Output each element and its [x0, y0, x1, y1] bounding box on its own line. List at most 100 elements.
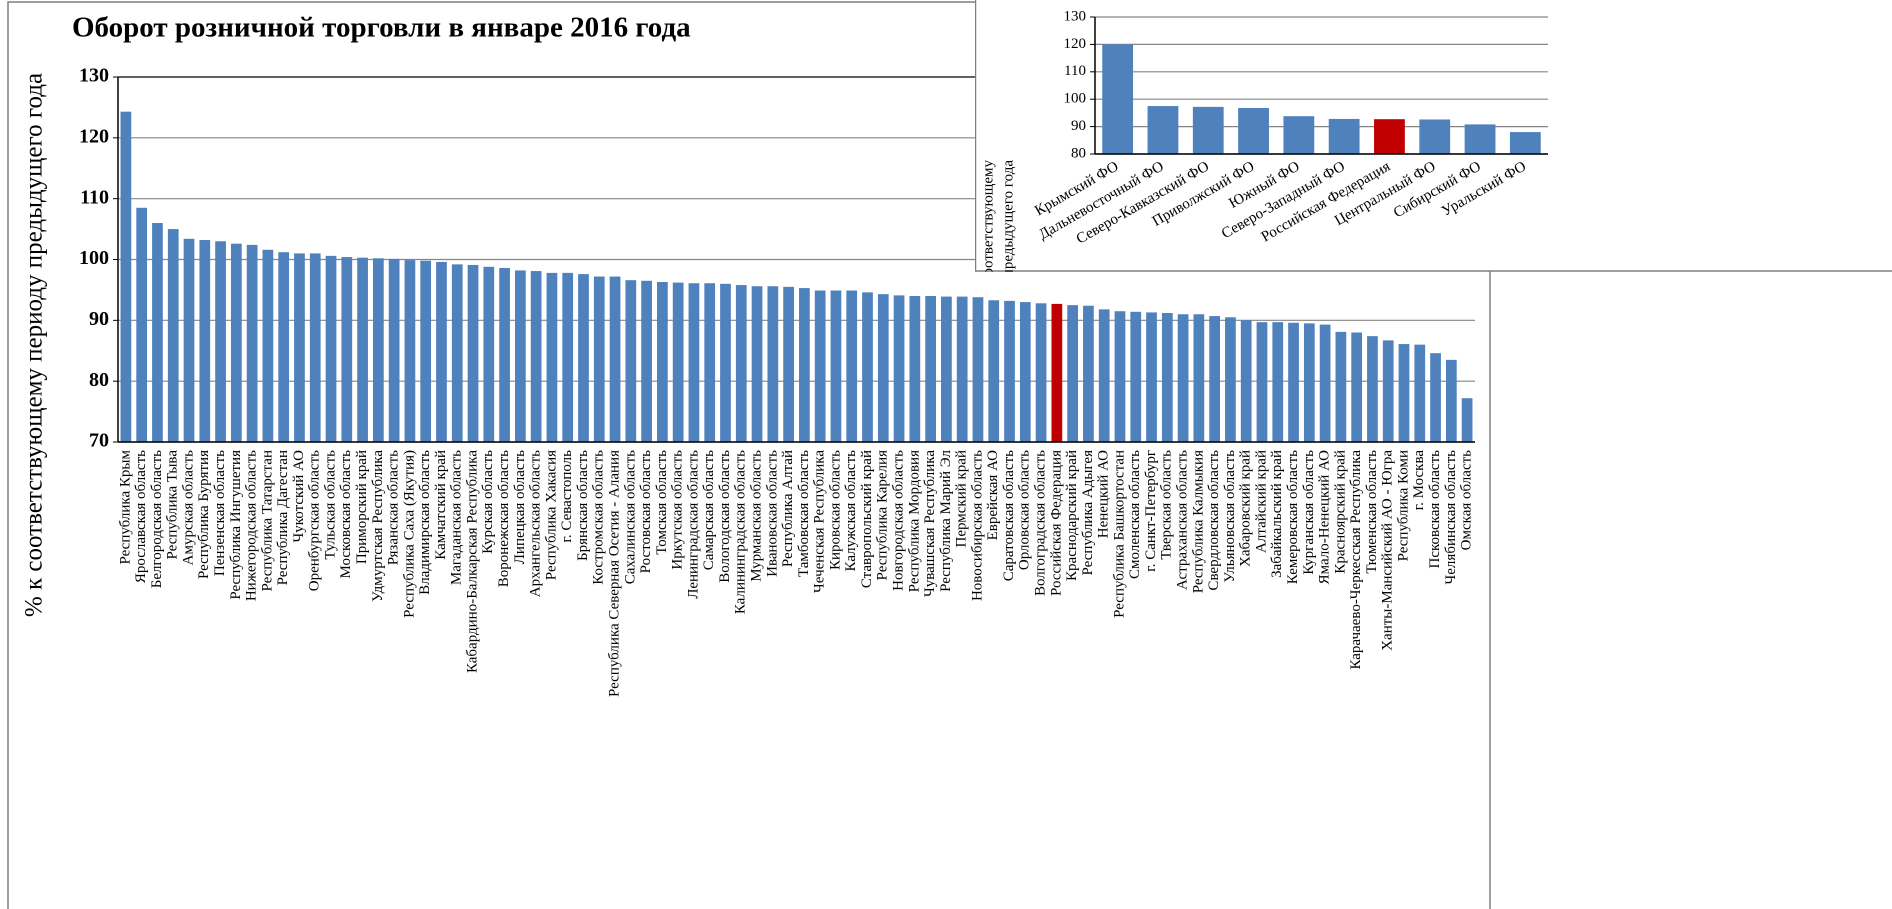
x-tick-label: Ленинградская область — [685, 450, 701, 599]
bar — [1464, 124, 1496, 154]
x-tick-label: Тюменская область — [1364, 450, 1380, 574]
bar — [893, 295, 905, 442]
x-tick-label: Новгородская область — [891, 450, 907, 591]
bar — [846, 290, 858, 442]
bar — [1430, 353, 1441, 442]
bar — [372, 258, 384, 442]
bar — [341, 257, 353, 442]
y-tick-label: 110 — [80, 186, 109, 208]
bar — [1419, 119, 1451, 154]
x-tick-label: Архангельская область — [528, 450, 544, 597]
bar — [1374, 119, 1405, 154]
bar — [799, 288, 810, 442]
x-tick-label: Республика Ингушетия — [228, 450, 244, 600]
bar — [641, 280, 652, 442]
x-tick-label: Кемеровская область — [1285, 450, 1301, 584]
bar — [404, 260, 416, 442]
x-tick-label: Саратовская область — [1001, 450, 1017, 581]
x-tick-label: Чувашская Республика — [922, 450, 938, 597]
x-tick-label: Владимирская область — [417, 450, 433, 595]
x-tick-label: Республика Адыгея — [1080, 450, 1096, 576]
x-tick-label: Сахалинская область — [622, 450, 638, 584]
y-tick-label: 80 — [89, 369, 109, 391]
x-tick-label: Тамбовская область — [796, 450, 812, 577]
x-tick-label: Смоленская область — [1127, 450, 1143, 579]
bar — [230, 243, 242, 442]
x-tick-label: Вологодская область — [717, 450, 733, 583]
bar — [1114, 311, 1126, 442]
y-tick-label: 80 — [1071, 145, 1086, 161]
x-tick-label: Астраханская область — [1175, 450, 1191, 590]
x-tick-label: Псковская область — [1427, 450, 1443, 569]
bar — [1414, 344, 1426, 442]
x-tick-label: Курганская область — [1301, 450, 1317, 575]
y-tick-label: 100 — [79, 247, 109, 269]
x-tick-label: Ямало-Ненецкий АО — [1317, 450, 1333, 585]
x-tick-label: Ханты-Мансийский АО - Югра — [1380, 450, 1396, 651]
x-tick-label: Челябинская область — [1443, 450, 1459, 585]
x-tick-label: Республика Саха (Якутия) — [401, 450, 417, 618]
bar — [1083, 305, 1094, 442]
x-tick-label: Ставропольский край — [859, 450, 875, 588]
x-tick-label: Новосибирская область — [969, 450, 985, 601]
bar — [1240, 320, 1252, 442]
bar — [1351, 332, 1363, 442]
bar — [593, 276, 605, 442]
x-tick-label: Приморский край — [354, 450, 370, 564]
x-tick-label: Свердловская область — [1206, 450, 1222, 591]
y-axis-label: % к соответствующему — [980, 160, 996, 310]
x-tick-label: Белгородская область — [149, 450, 165, 588]
x-tick-label: Омская область — [1459, 450, 1475, 550]
bar — [1283, 116, 1315, 154]
y-axis-label: периоду предыдущего года — [1000, 160, 1016, 334]
x-tick-label: Ростовская область — [638, 450, 654, 573]
bar — [1272, 322, 1284, 442]
x-tick-label: Республика Коми — [1395, 450, 1411, 561]
bar — [167, 229, 179, 442]
bar — [609, 276, 621, 442]
bar — [1509, 132, 1541, 154]
y-tick-label: 130 — [79, 65, 109, 87]
bar — [152, 223, 163, 442]
bar — [1067, 305, 1078, 442]
bar — [1382, 340, 1394, 442]
bar — [546, 272, 558, 442]
bar — [483, 266, 495, 442]
bar — [1146, 312, 1157, 442]
bar — [1367, 336, 1378, 442]
x-tick-label: Калининградская область — [733, 450, 749, 614]
bar — [688, 283, 700, 442]
x-tick-label: Тверская область — [1159, 450, 1175, 560]
chart-title: Оборот розничной торговли в январе 2016 … — [72, 12, 691, 44]
bar — [420, 260, 432, 442]
x-tick-label: Пензенская область — [212, 450, 228, 576]
bar — [956, 296, 968, 442]
bar — [515, 270, 526, 442]
bar — [1328, 118, 1360, 154]
x-tick-label: Забайкальский край — [1269, 450, 1285, 578]
bar — [862, 292, 873, 442]
main-chart: 70 80 90 100 110 120 130 Республика Крым Ярослав… — [21, 12, 1475, 697]
x-tick-label: Алтайский край — [1253, 450, 1269, 553]
y-tick-label: 70 — [89, 430, 109, 452]
bar — [1035, 303, 1047, 442]
bar — [1130, 311, 1142, 442]
x-tick-label: Тульская область — [322, 450, 338, 560]
bar — [451, 264, 463, 442]
x-tick-label: Томская область — [654, 450, 670, 555]
x-tick-label: Ярославская область — [133, 450, 149, 583]
bar — [925, 296, 936, 442]
bar — [735, 285, 747, 442]
bar — [877, 294, 889, 442]
bar — [325, 255, 337, 442]
bar — [1461, 398, 1473, 442]
bar — [467, 264, 479, 442]
x-tick-label: Удмуртская Республика — [370, 450, 386, 602]
x-tick-label: Амурская область — [180, 450, 196, 565]
x-tick-label: Ивановская область — [764, 450, 780, 577]
x-tick-label: Республика Крым — [117, 449, 133, 564]
bar — [1004, 300, 1015, 442]
x-tick-label: Волгоградская область — [1033, 450, 1049, 596]
